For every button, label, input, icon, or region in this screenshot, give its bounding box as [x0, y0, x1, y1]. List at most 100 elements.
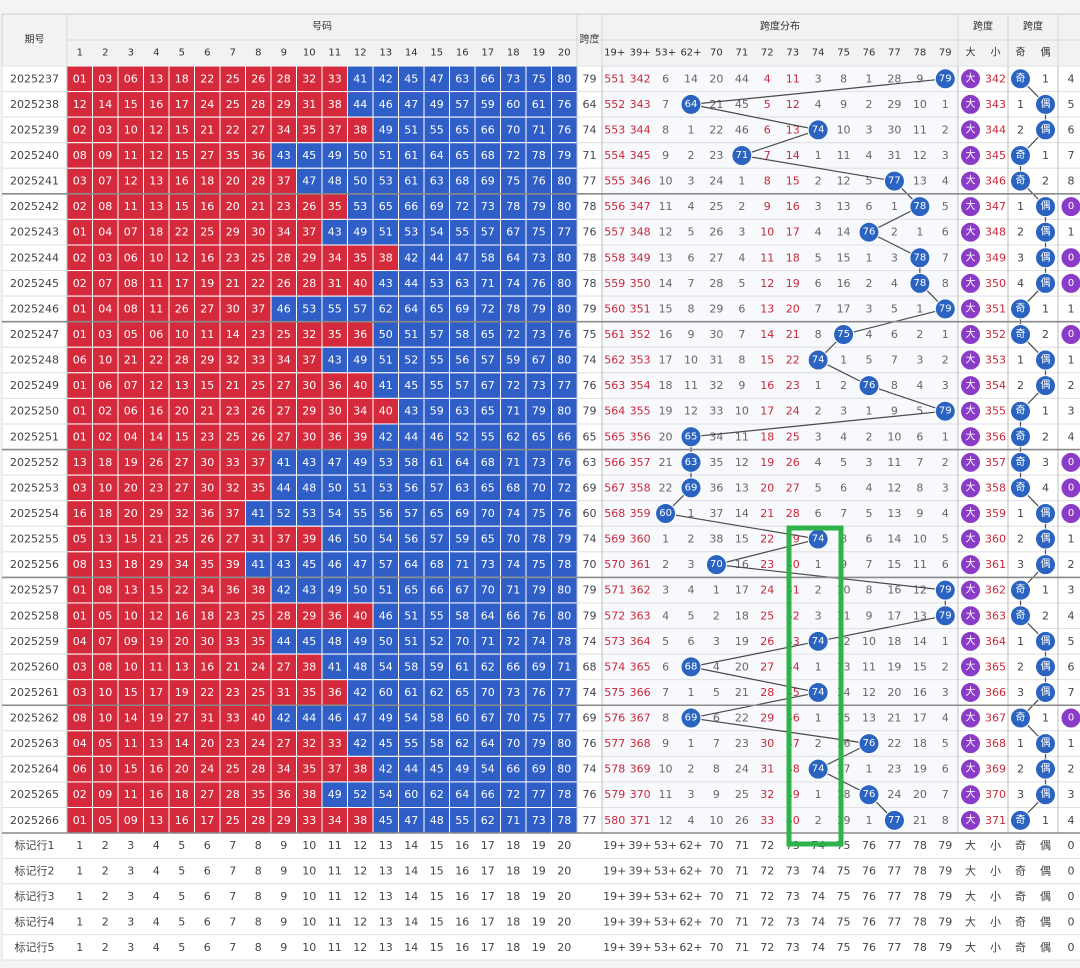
number: 43	[277, 558, 291, 571]
number-cell	[398, 730, 425, 757]
number: 57	[404, 507, 418, 520]
span-hit	[858, 375, 880, 397]
number: 12	[149, 149, 163, 162]
omission-count: 17	[735, 584, 749, 597]
omission-count: 24	[786, 405, 800, 418]
number: 28	[251, 763, 265, 776]
size-column-label: 小	[991, 47, 1001, 59]
number: 28	[277, 609, 291, 622]
omission-count: 2	[891, 226, 898, 239]
number: 59	[455, 533, 469, 546]
number: 15	[124, 98, 138, 111]
omission-count: 562	[604, 354, 625, 367]
omission-count: 17	[786, 226, 800, 239]
number: 54	[379, 660, 393, 673]
number: 29	[302, 609, 316, 622]
number-cell	[92, 653, 119, 681]
number-cell	[551, 295, 578, 323]
marker-cell: 14	[404, 890, 418, 903]
number: 23	[251, 328, 265, 341]
distribution-column-label: 70	[710, 48, 723, 59]
number: 35	[302, 123, 316, 136]
span-hit	[705, 554, 727, 576]
number: 47	[455, 251, 469, 264]
omission-count: 11	[735, 430, 749, 443]
number: 74	[506, 558, 520, 571]
omission-count: 10	[837, 123, 851, 136]
number: 11	[124, 200, 138, 213]
distribution-background	[601, 551, 959, 578]
number-cell	[270, 142, 297, 169]
parity-count: 3	[1017, 558, 1024, 571]
omission-count: 16	[760, 379, 774, 392]
span-hit	[883, 170, 905, 192]
extra-count: 2	[1068, 558, 1075, 571]
size-label: 大	[966, 148, 976, 161]
omission-count: 19	[887, 660, 901, 673]
span-hit-label: 74	[812, 636, 825, 647]
omission-count: 6	[866, 200, 873, 213]
marker-cell: 6	[204, 915, 211, 928]
number: 09	[124, 814, 138, 827]
omission-count: 5	[916, 405, 923, 418]
number: 15	[124, 686, 138, 699]
issue: 2025248	[10, 354, 59, 367]
parity-count: 2	[1017, 533, 1024, 546]
omission-count: 2	[840, 379, 847, 392]
omission-count: 4	[688, 814, 695, 827]
number-cell	[219, 397, 246, 425]
size-count: 346	[985, 175, 1006, 188]
omission-count: 3	[866, 456, 873, 469]
extra-count: 3	[1068, 405, 1075, 418]
omission-count: 29	[887, 98, 901, 111]
number: 48	[328, 175, 342, 188]
number: 65	[379, 200, 393, 213]
omission-count: 2	[713, 609, 720, 622]
marker-cell: 20	[557, 941, 571, 954]
marker-cell: 17	[481, 915, 495, 928]
marker-cell: 4	[153, 865, 160, 878]
number: 31	[328, 277, 342, 290]
marker-cell: 71	[735, 941, 749, 954]
size-marker	[960, 298, 981, 320]
omission-count: 356	[630, 430, 651, 443]
omission-count: 27	[786, 481, 800, 494]
number: 16	[175, 175, 189, 188]
number: 79	[532, 737, 546, 750]
number-cell	[143, 91, 170, 118]
span: 79	[583, 405, 597, 418]
omission-count: 2	[942, 354, 949, 367]
number-cell	[525, 218, 552, 246]
parity-label: 奇	[1016, 327, 1026, 340]
number: 10	[149, 251, 163, 264]
marker-cell: 11	[328, 865, 342, 878]
number: 24	[251, 737, 265, 750]
omission-count: 8	[738, 354, 745, 367]
marker-cell: 奇	[1015, 890, 1026, 903]
marker-cell: 70	[709, 890, 723, 903]
marker-cell: 73	[786, 865, 800, 878]
marker-cell: 大	[965, 838, 976, 852]
span-hit	[858, 733, 880, 755]
span-hit-label: 65	[685, 431, 698, 442]
parity-marker	[1035, 247, 1056, 269]
number-cell	[423, 525, 450, 553]
omission-count: 6	[942, 763, 949, 776]
number: 43	[328, 226, 342, 239]
marker-cell: 大	[965, 864, 976, 878]
span-hit-label: 76	[863, 227, 876, 238]
number: 70	[506, 737, 520, 750]
omission-count: 26	[735, 814, 749, 827]
omission-count: 561	[604, 328, 625, 341]
marker-cell: 6	[204, 839, 211, 852]
omission-count: 21	[760, 507, 774, 520]
number: 15	[149, 584, 163, 597]
marker-cell: 16	[455, 890, 469, 903]
span-hit-label: 64	[685, 99, 698, 110]
omission-count: 6	[662, 660, 669, 673]
number: 10	[124, 123, 138, 136]
number: 08	[73, 149, 87, 162]
span-hit-label: 75	[837, 329, 850, 340]
span-hit-label: 79	[939, 303, 952, 314]
span-hit	[934, 400, 956, 422]
